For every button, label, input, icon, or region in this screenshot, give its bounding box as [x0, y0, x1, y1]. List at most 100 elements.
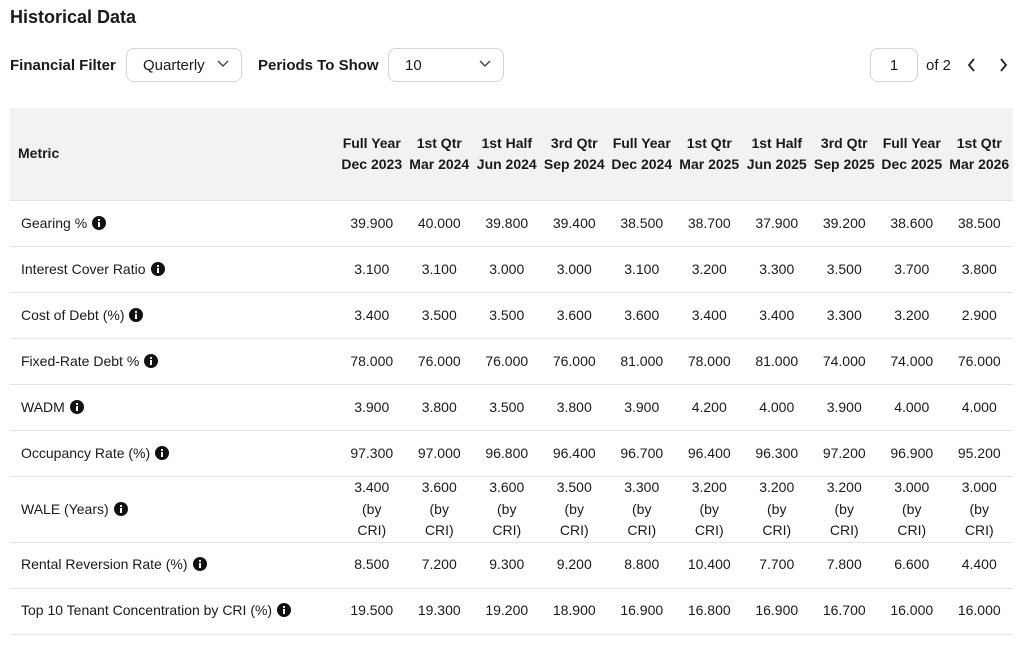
value-cell: 8.500 — [338, 542, 406, 589]
value-cell: 76.000 — [945, 338, 1013, 385]
value-cell: 16.000 — [878, 588, 946, 635]
column-header: Full Year Dec 2024 — [608, 108, 676, 201]
page-count: of 2 — [926, 57, 952, 74]
value-cell: 81.000 — [743, 338, 811, 385]
value-cell: 4.400 — [945, 542, 1013, 589]
table-row: WADM 3.900 3.800 3.500 3.800 3.900 4.200 4.000 3… — [10, 384, 1013, 431]
value-cell: 9.200 — [540, 542, 608, 589]
value-cell: 96.800 — [473, 430, 541, 477]
column-header: 1st Qtr Mar 2025 — [675, 108, 743, 201]
page-number: 1 — [889, 56, 899, 74]
value-cell: 7.700 — [743, 542, 811, 589]
info-icon[interactable] — [155, 445, 170, 460]
value-cell: 38.500 — [945, 200, 1013, 247]
value-cell: 2.900 — [945, 292, 1013, 339]
value-cell: 95.200 — [945, 430, 1013, 477]
header-row: Metric Full Year Dec 2023 1st Qtr Mar 2024… — [10, 108, 1013, 201]
next-page-button[interactable] — [997, 57, 1009, 73]
info-icon[interactable] — [69, 399, 84, 414]
value-cell: 3.500 — [473, 384, 541, 431]
column-header: Metric — [10, 108, 338, 201]
value-cell: 3.400 — [338, 292, 406, 339]
value-cell: 3.900 — [338, 384, 406, 431]
column-header: Full Year Dec 2025 — [878, 108, 946, 201]
metric-name: Fixed-Rate Debt % — [21, 352, 140, 369]
prev-page-button[interactable] — [966, 57, 978, 73]
page-input[interactable]: 1 — [870, 48, 918, 82]
value-cell: 39.800 — [473, 200, 541, 247]
value-cell: 96.300 — [743, 430, 811, 477]
value-cell: 3.200 (by CRI) — [810, 476, 878, 543]
column-header: 1st Half Jun 2025 — [743, 108, 811, 201]
value-cell: 38.500 — [608, 200, 676, 247]
column-header: 1st Qtr Mar 2024 — [405, 108, 473, 201]
info-icon[interactable] — [129, 307, 144, 322]
value-cell: 76.000 — [405, 338, 473, 385]
value-cell: 9.300 — [473, 542, 541, 589]
info-icon[interactable] — [150, 261, 165, 276]
metric-name: Cost of Debt (%) — [21, 306, 125, 323]
value-cell: 16.000 — [945, 588, 1013, 635]
value-cell: 81.000 — [608, 338, 676, 385]
value-cell: 3.600 (by CRI) — [405, 476, 473, 543]
value-cell: 3.300 — [743, 246, 811, 293]
info-icon[interactable] — [277, 603, 292, 618]
value-cell: 3.200 (by CRI) — [743, 476, 811, 543]
info-icon[interactable] — [92, 215, 107, 230]
value-cell: 3.200 (by CRI) — [675, 476, 743, 543]
metric-cell: Occupancy Rate (%) — [10, 430, 338, 477]
value-cell: 4.000 — [945, 384, 1013, 431]
value-cell: 3.500 — [473, 292, 541, 339]
value-cell: 19.200 — [473, 588, 541, 635]
value-cell: 40.000 — [405, 200, 473, 247]
info-icon[interactable] — [113, 501, 128, 516]
value-cell: 3.000 — [540, 246, 608, 293]
value-cell: 19.300 — [405, 588, 473, 635]
value-cell: 16.700 — [810, 588, 878, 635]
info-icon[interactable] — [192, 557, 207, 572]
value-cell: 78.000 — [338, 338, 406, 385]
table-row: Top 10 Tenant Concentration by CRI (%) 19… — [10, 588, 1013, 635]
metric-name: WALE (Years) — [21, 500, 109, 517]
info-icon[interactable] — [144, 353, 159, 368]
table-row: WALE (Years) 3.400 (by CRI) 3.600 (by CRI)… — [10, 476, 1013, 543]
value-cell: 4.000 — [878, 384, 946, 431]
metric-cell: WADM — [10, 384, 338, 431]
value-cell: 74.000 — [810, 338, 878, 385]
value-cell: 39.200 — [810, 200, 878, 247]
value-cell: 97.300 — [338, 430, 406, 477]
column-header: Full Year Dec 2023 — [338, 108, 406, 201]
column-header: 1st Qtr Mar 2026 — [945, 108, 1013, 201]
column-header: 1st Half Jun 2024 — [473, 108, 541, 201]
value-cell: 6.600 — [878, 542, 946, 589]
value-cell: 3.000 — [473, 246, 541, 293]
value-cell: 3.400 — [675, 292, 743, 339]
table-row: Rental Reversion Rate (%) 8.500 7.200 9.300… — [10, 542, 1013, 589]
metric-name: Gearing % — [21, 214, 88, 231]
value-cell: 39.400 — [540, 200, 608, 247]
value-cell: 97.200 — [810, 430, 878, 477]
value-cell: 3.300 (by CRI) — [608, 476, 676, 543]
value-cell: 3.500 (by CRI) — [540, 476, 608, 543]
page-title: Historical Data — [10, 7, 137, 27]
metric-cell: Fixed-Rate Debt % — [10, 338, 338, 385]
periods-label: Periods To Show — [258, 57, 379, 74]
table-row: Occupancy Rate (%) 97.300 97.000 96.800 96.4… — [10, 430, 1013, 477]
value-cell: 3.800 — [540, 384, 608, 431]
value-cell: 3.100 — [608, 246, 676, 293]
value-cell: 8.800 — [608, 542, 676, 589]
value-cell: 37.900 — [743, 200, 811, 247]
table-row: Fixed-Rate Debt % 78.000 76.000 76.000 76.00… — [10, 338, 1013, 385]
periods-dropdown[interactable]: 10 — [388, 48, 504, 82]
value-cell: 3.900 — [810, 384, 878, 431]
value-cell: 3.500 — [810, 246, 878, 293]
value-cell: 3.100 — [338, 246, 406, 293]
value-cell: 76.000 — [473, 338, 541, 385]
value-cell: 3.800 — [405, 384, 473, 431]
value-cell: 3.000 (by CRI) — [945, 476, 1013, 543]
value-cell: 10.400 — [675, 542, 743, 589]
value-cell: 96.900 — [878, 430, 946, 477]
value-cell: 78.000 — [675, 338, 743, 385]
financial-filter-dropdown[interactable]: Quarterly — [126, 48, 242, 82]
